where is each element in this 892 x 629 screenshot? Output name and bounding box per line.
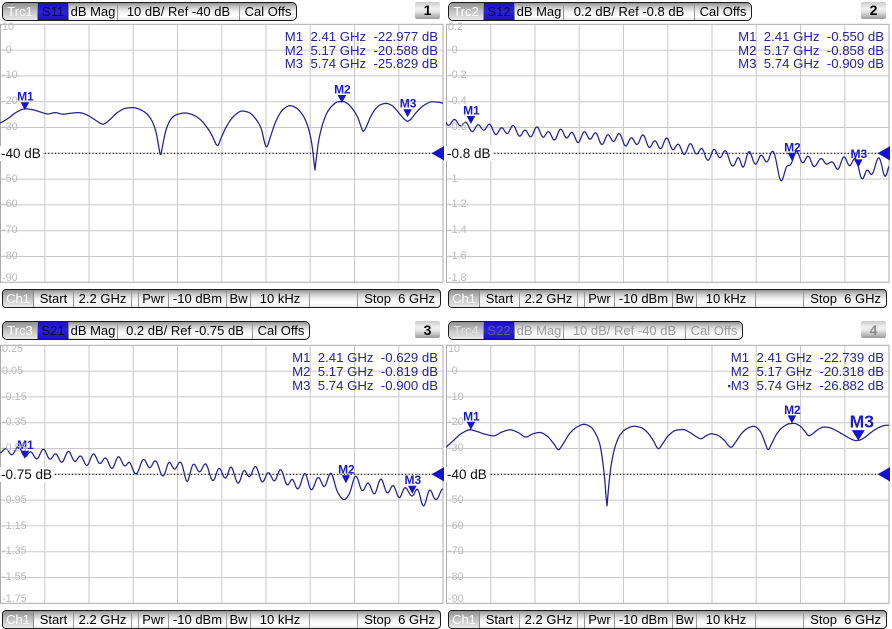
svg-text:M2: M2 xyxy=(338,463,355,477)
svg-text:M1: M1 xyxy=(17,90,34,104)
svg-text:M3: M3 xyxy=(850,412,875,432)
svg-text:M3: M3 xyxy=(850,147,867,161)
svg-text:M1: M1 xyxy=(17,438,34,452)
svg-text:M2: M2 xyxy=(784,403,801,417)
svg-text:M3: M3 xyxy=(404,473,421,487)
svg-text:M1: M1 xyxy=(463,410,480,424)
svg-text:M1: M1 xyxy=(463,104,480,118)
svg-text:M2: M2 xyxy=(334,83,351,97)
svg-text:M2: M2 xyxy=(784,140,801,154)
svg-text:M3: M3 xyxy=(400,97,417,111)
